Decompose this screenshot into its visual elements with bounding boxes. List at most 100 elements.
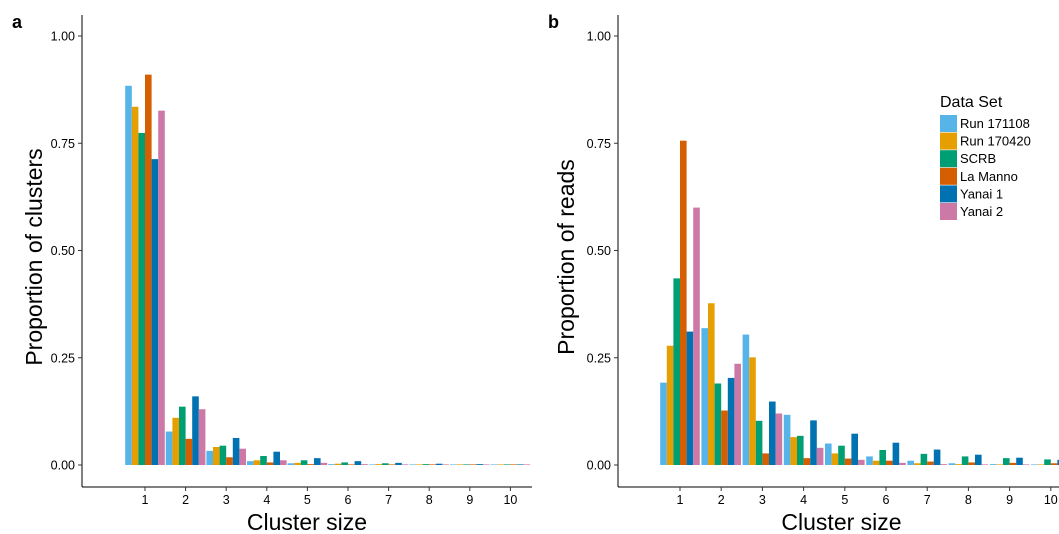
x-tick-label: 7 xyxy=(924,493,931,507)
legend-label: Run 170420 xyxy=(960,134,1031,149)
bar-run-171108-size-8 xyxy=(948,463,956,465)
bar-run-171108-size-3 xyxy=(206,450,213,465)
bar-la-manno-size-5 xyxy=(844,458,852,465)
y-tick-label: 0.75 xyxy=(51,137,75,151)
bar-run-170420-size-9 xyxy=(996,464,1003,465)
bar-yanai-1-size-1 xyxy=(686,331,694,465)
x-tick-label: 3 xyxy=(759,493,766,507)
bar-scrb-size-3 xyxy=(755,420,763,465)
bar-yanai-2-size-5 xyxy=(320,462,328,466)
x-tick-label: 8 xyxy=(426,493,433,507)
bar-run-170420-size-4 xyxy=(790,437,797,466)
bar-yanai-1-size-5 xyxy=(314,458,321,465)
bar-run-170420-size-7 xyxy=(914,463,921,465)
x-tick-label: 1 xyxy=(142,493,149,507)
bar-run-171108-size-3 xyxy=(742,334,750,465)
bar-run-171108-size-10 xyxy=(490,464,498,465)
x-tick-label: 8 xyxy=(965,493,972,507)
x-tick-label: 2 xyxy=(182,493,189,507)
bar-yanai-1-size-6 xyxy=(892,442,900,465)
legend-label: SCRB xyxy=(960,151,996,166)
bar-run-171108-size-5 xyxy=(825,443,832,465)
bar-run-170420-size-9 xyxy=(456,464,464,465)
bar-run-170420-size-5 xyxy=(831,453,839,465)
y-tick-label: 0.00 xyxy=(587,459,611,473)
bar-la-manno-size-7 xyxy=(927,461,934,465)
bar-la-manno-size-1 xyxy=(680,140,687,465)
bar-scrb-size-3 xyxy=(219,445,227,465)
bar-run-171108-size-7 xyxy=(368,464,376,465)
bar-yanai-1-size-9 xyxy=(1016,457,1023,465)
bar-scrb-size-10 xyxy=(503,464,511,465)
bar-yanai-1-size-4 xyxy=(273,451,280,465)
bar-scrb-size-1 xyxy=(138,132,145,465)
x-tick-label: 6 xyxy=(883,493,890,507)
bar-la-manno-size-10 xyxy=(1050,463,1058,465)
bar-yanai-1-size-6 xyxy=(354,461,362,465)
bar-run-171108-size-7 xyxy=(907,460,914,465)
x-tick-label: 9 xyxy=(466,493,473,507)
y-tick-label: 1.00 xyxy=(587,30,611,44)
bar-run-171108-size-6 xyxy=(328,464,335,465)
legend-swatch xyxy=(940,167,957,185)
bar-scrb-size-9 xyxy=(463,464,470,465)
bar-run-170420-size-10 xyxy=(1037,464,1045,465)
y-tick-label: 0.75 xyxy=(587,137,611,151)
bar-run-170420-size-7 xyxy=(375,464,382,465)
legend-label: Run 171108 xyxy=(960,116,1030,131)
bar-scrb-size-8 xyxy=(961,456,969,465)
bar-la-manno-size-2 xyxy=(721,410,728,465)
bar-yanai-2-size-2 xyxy=(734,363,741,465)
bar-yanai-1-size-1 xyxy=(151,159,159,465)
bar-yanai-1-size-7 xyxy=(933,449,941,465)
bar-run-171108-size-5 xyxy=(287,463,295,465)
x-axis-title: Cluster size xyxy=(247,509,367,534)
y-tick-label: 0.25 xyxy=(51,351,75,365)
bar-run-170420-size-2 xyxy=(172,417,179,465)
legend-swatch xyxy=(940,132,957,150)
bar-yanai-1-size-5 xyxy=(851,433,858,465)
bar-la-manno-size-4 xyxy=(266,462,274,465)
bar-scrb-size-10 xyxy=(1044,459,1051,465)
x-tick-label: 10 xyxy=(503,493,517,507)
y-tick-label: 0.25 xyxy=(587,351,611,365)
bar-scrb-size-1 xyxy=(673,278,680,465)
bar-yanai-2-size-4 xyxy=(816,447,824,465)
bar-yanai-2-size-8 xyxy=(981,464,989,465)
bar-run-170420-size-3 xyxy=(213,446,220,465)
bar-yanai-1-size-8 xyxy=(435,463,443,465)
x-tick-label: 10 xyxy=(1044,493,1058,507)
bar-scrb-size-5 xyxy=(838,445,845,465)
bar-yanai-1-size-10 xyxy=(1057,459,1059,465)
bar-scrb-size-4 xyxy=(797,435,804,465)
x-tick-label: 4 xyxy=(800,493,807,507)
x-tick-label: 7 xyxy=(385,493,392,507)
bar-la-manno-size-7 xyxy=(388,464,396,465)
bar-scrb-size-2 xyxy=(714,383,722,465)
bar-run-171108-size-8 xyxy=(409,464,416,465)
legend-swatch xyxy=(940,115,957,132)
y-tick-label: 0.00 xyxy=(51,459,75,473)
bar-yanai-1-size-3 xyxy=(232,437,240,465)
bar-yanai-2-size-5 xyxy=(858,459,865,465)
legend-title: Data Set xyxy=(940,94,1003,111)
bar-yanai-2-size-3 xyxy=(775,413,783,465)
bar-run-170420-size-6 xyxy=(334,463,342,465)
bar-run-171108-size-2 xyxy=(165,431,173,465)
panel-label: a xyxy=(12,12,23,32)
bar-yanai-2-size-1 xyxy=(693,207,700,465)
bar-scrb-size-7 xyxy=(382,463,389,465)
bar-yanai-1-size-7 xyxy=(395,462,402,466)
bar-yanai-1-size-10 xyxy=(517,464,524,465)
legend-swatch xyxy=(940,185,957,203)
y-tick-label: 0.50 xyxy=(587,244,611,258)
bar-la-manno-size-9 xyxy=(469,464,477,465)
bar-scrb-size-9 xyxy=(1003,458,1010,465)
panel-label: b xyxy=(548,12,559,32)
bar-run-170420-size-8 xyxy=(416,464,423,465)
bar-la-manno-size-9 xyxy=(1009,462,1017,466)
y-tick-label: 1.00 xyxy=(51,30,75,44)
bar-scrb-size-2 xyxy=(179,406,186,465)
bar-yanai-2-size-3 xyxy=(239,448,246,465)
